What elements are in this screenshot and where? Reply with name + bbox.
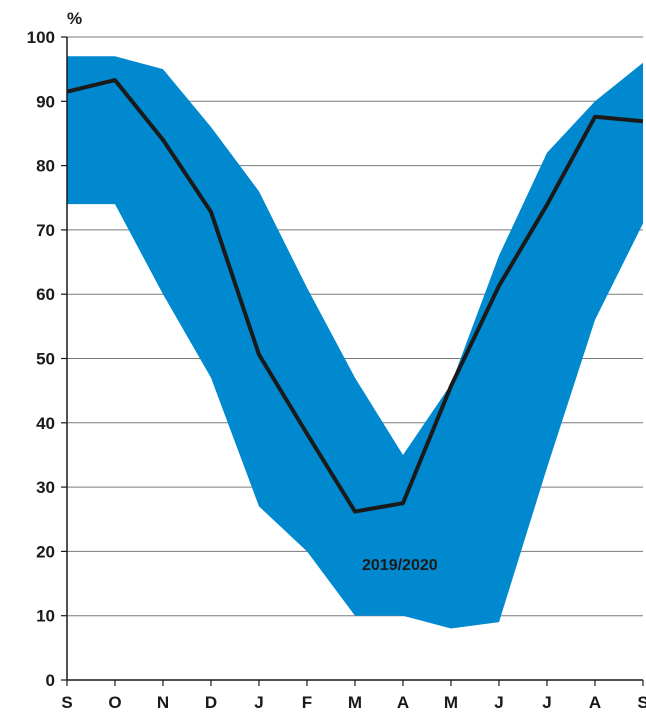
x-tick-label: J <box>494 693 503 712</box>
y-tick-label: 0 <box>46 671 55 690</box>
y-tick-label: 10 <box>36 607 55 626</box>
y-tick-labels: 0 10 20 30 40 50 60 70 80 90 100 <box>27 28 55 690</box>
x-tick-label: M <box>348 693 362 712</box>
range-band <box>67 56 643 629</box>
axes <box>61 36 644 686</box>
x-tick-label: M <box>444 693 458 712</box>
x-tick-label: A <box>589 693 601 712</box>
x-tick-label: A <box>397 693 409 712</box>
x-tick-label: O <box>108 693 121 712</box>
x-tick-label: S <box>61 693 72 712</box>
y-tick-label: 100 <box>27 28 55 47</box>
x-tick-label: S <box>637 693 646 712</box>
y-tick-label: 60 <box>36 285 55 304</box>
y-tick-label: 30 <box>36 478 55 497</box>
x-tick-label: F <box>302 693 312 712</box>
y-tick-label: 50 <box>36 350 55 369</box>
y-unit-label: % <box>67 9 82 28</box>
y-tick-label: 20 <box>36 542 55 561</box>
y-tick-label: 90 <box>36 92 55 111</box>
series-annotation: 2019/2020 <box>362 557 438 574</box>
series-line <box>66 78 644 514</box>
x-tick-label: D <box>205 693 217 712</box>
x-tick-label: N <box>157 693 169 712</box>
x-tick-label: J <box>542 693 551 712</box>
x-tick-label: J <box>254 693 263 712</box>
y-tick-label: 40 <box>36 414 55 433</box>
y-tick-label: 70 <box>36 221 55 240</box>
y-tick-label: 80 <box>36 157 55 176</box>
